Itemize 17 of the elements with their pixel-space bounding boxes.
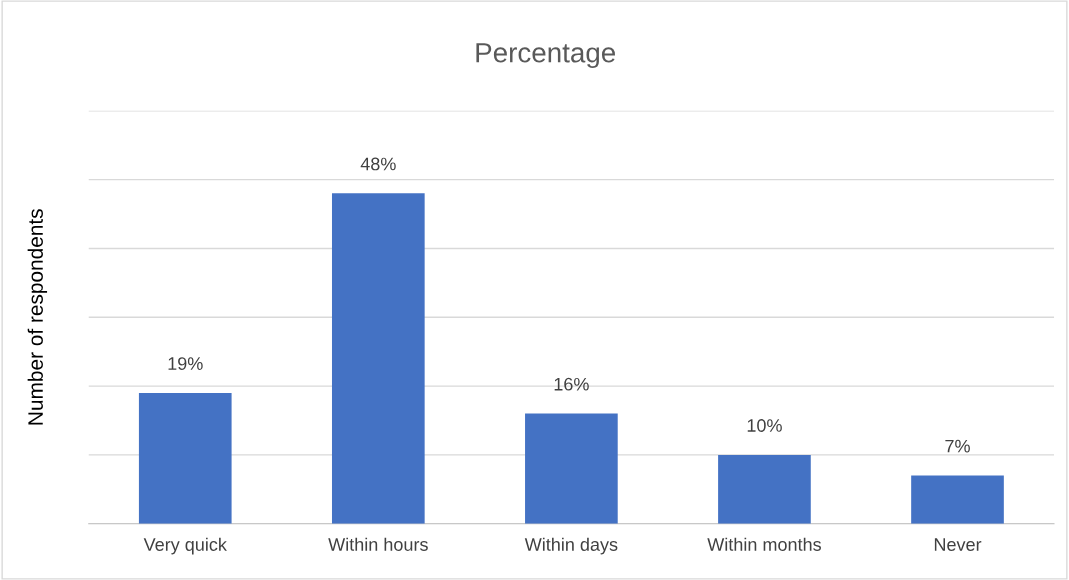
x-tick-label: Within hours (328, 537, 428, 551)
bar (138, 392, 232, 524)
bar (331, 193, 425, 524)
x-tick-label: Within days (524, 537, 618, 555)
x-tick-label: Very quick (143, 537, 227, 555)
data-label: 7% (945, 439, 970, 453)
bar (718, 454, 811, 524)
y-axis-title: Number of respondents (27, 209, 48, 425)
data-label: 48% (360, 157, 396, 171)
x-tick-label: Never (934, 538, 982, 551)
data-label: 16% (554, 377, 589, 391)
bar (911, 475, 1004, 524)
chart-title: Percentage (476, 43, 615, 69)
x-tick-label: Within months (707, 537, 821, 551)
data-label: 19% (168, 357, 203, 370)
bar (525, 413, 618, 524)
data-label: 10% (747, 419, 782, 432)
